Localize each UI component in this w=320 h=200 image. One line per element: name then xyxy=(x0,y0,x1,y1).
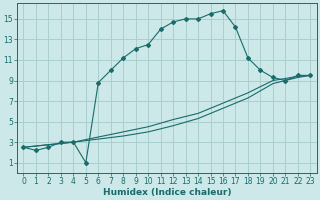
X-axis label: Humidex (Indice chaleur): Humidex (Indice chaleur) xyxy=(103,188,231,197)
